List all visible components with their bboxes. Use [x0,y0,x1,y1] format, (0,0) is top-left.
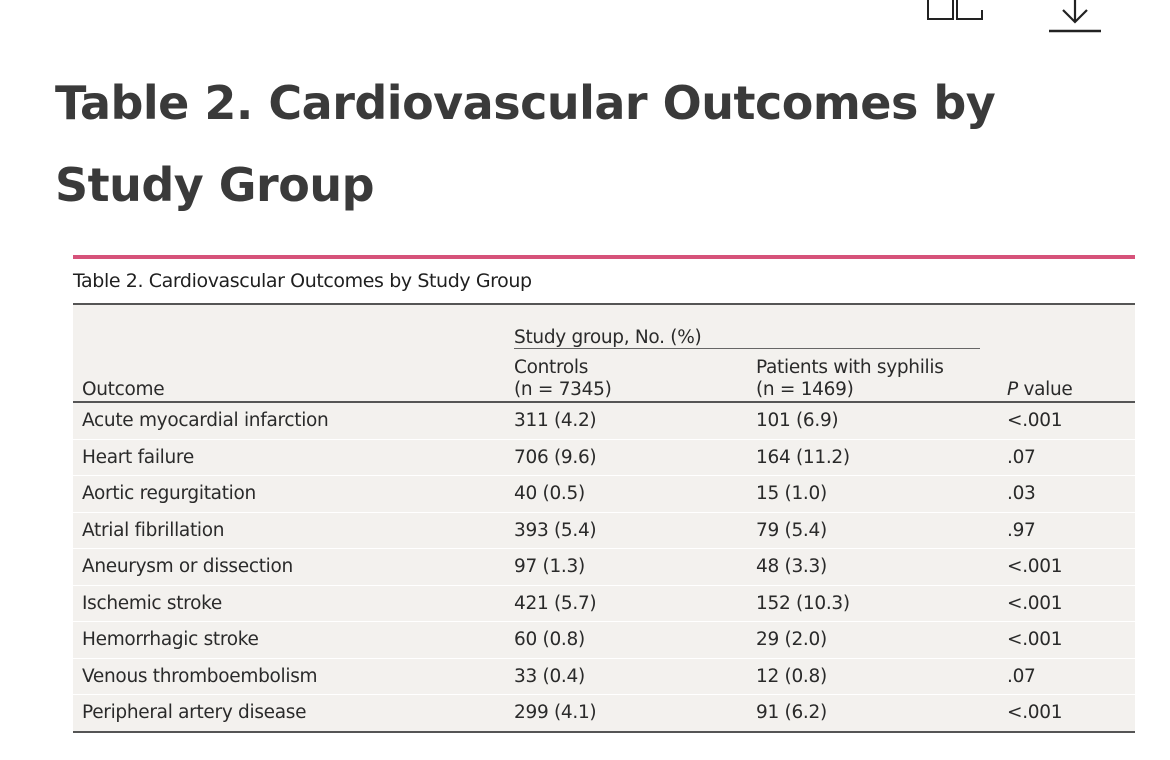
header-spacer-outcome [73,305,514,349]
table-row: Venous thromboembolism 33 (0.4) 12 (0.8)… [73,658,1135,695]
outcomes-table-container: Table 2. Cardiovascular Outcomes by Stud… [73,255,1135,733]
group-header-cell: Study group, No. (%) [514,305,995,349]
outcome-cell: Acute myocardial infarction [73,402,514,440]
table-row: Hemorrhagic stroke 60 (0.8) 29 (2.0) <.0… [73,621,1135,659]
header-spacer-p [995,305,1135,349]
controls-cell: 60 (0.8) [514,621,756,659]
header-outcome: Outcome [82,379,165,400]
outcome-cell: Atrial fibrillation [73,512,514,549]
header-row-group: Study group, No. (%) [73,305,1135,349]
p-value-cell: .07 [995,658,1135,695]
download-icon[interactable] [1047,0,1103,34]
header-patients: Patients with syphilis (n = 1469) [756,349,995,402]
p-value-cell: <.001 [995,548,1135,586]
patients-cell: 79 (5.4) [756,512,995,549]
accent-rule [73,255,1135,259]
p-value-cell: <.001 [995,402,1135,440]
header-patients-n: (n = 1469) [756,379,854,400]
table-row: Ischemic stroke 421 (5.7) 152 (10.3) <.0… [73,585,1135,622]
controls-cell: 40 (0.5) [514,475,756,513]
controls-cell: 393 (5.4) [514,512,756,549]
controls-cell: 311 (4.2) [514,402,756,440]
controls-cell: 299 (4.1) [514,694,756,733]
header-p-italic: P [1007,379,1018,400]
header-controls-label: Controls [514,357,589,378]
outcomes-table: Study group, No. (%) Outcome Controls (n… [73,305,1135,733]
table-row: Acute myocardial infarction 311 (4.2) 10… [73,402,1135,440]
p-value-cell: <.001 [995,694,1135,733]
table-caption: Table 2. Cardiovascular Outcomes by Stud… [73,259,1135,305]
outcome-cell: Aortic regurgitation [73,475,514,513]
patients-cell: 29 (2.0) [756,621,995,659]
outcome-cell: Hemorrhagic stroke [73,621,514,659]
header-p-rest: value [1017,379,1073,400]
p-value-cell: <.001 [995,585,1135,622]
controls-cell: 421 (5.7) [514,585,756,622]
patients-cell: 15 (1.0) [756,475,995,513]
outcome-cell: Peripheral artery disease [73,694,514,733]
patients-cell: 48 (3.3) [756,548,995,586]
header-row-columns: Outcome Controls (n = 7345) Patients wit… [73,349,1135,402]
page-title: Table 2. Cardiovascular Outcomes by Stud… [55,76,996,212]
controls-cell: 706 (9.6) [514,439,756,476]
split-view-icon[interactable] [926,0,984,22]
outcome-cell: Ischemic stroke [73,585,514,622]
patients-cell: 164 (11.2) [756,439,995,476]
controls-cell: 33 (0.4) [514,658,756,695]
p-value-cell: .07 [995,439,1135,476]
header-controls: Controls (n = 7345) [514,349,756,402]
table-row: Aortic regurgitation 40 (0.5) 15 (1.0) .… [73,475,1135,513]
patients-cell: 101 (6.9) [756,402,995,440]
p-value-cell: .97 [995,512,1135,549]
table-row: Aneurysm or dissection 97 (1.3) 48 (3.3)… [73,548,1135,586]
controls-cell: 97 (1.3) [514,548,756,586]
table-row: Heart failure 706 (9.6) 164 (11.2) .07 [73,439,1135,476]
table-row: Peripheral artery disease 299 (4.1) 91 (… [73,694,1135,733]
header-patients-label: Patients with syphilis [756,357,944,378]
group-header-label: Study group, No. (%) [514,327,980,349]
outcome-cell: Heart failure [73,439,514,476]
p-value-cell: .03 [995,475,1135,513]
outcome-cell: Aneurysm or dissection [73,548,514,586]
patients-cell: 12 (0.8) [756,658,995,695]
patients-cell: 91 (6.2) [756,694,995,733]
table-row: Atrial fibrillation 393 (5.4) 79 (5.4) .… [73,512,1135,549]
header-controls-n: (n = 7345) [514,379,612,400]
patients-cell: 152 (10.3) [756,585,995,622]
group-header-text: Study group, No. (%) [514,327,702,348]
header-p-value: P value [995,349,1135,402]
p-value-cell: <.001 [995,621,1135,659]
outcomes-table-body: Acute myocardial infarction 311 (4.2) 10… [73,402,1135,733]
outcome-cell: Venous thromboembolism [73,658,514,695]
